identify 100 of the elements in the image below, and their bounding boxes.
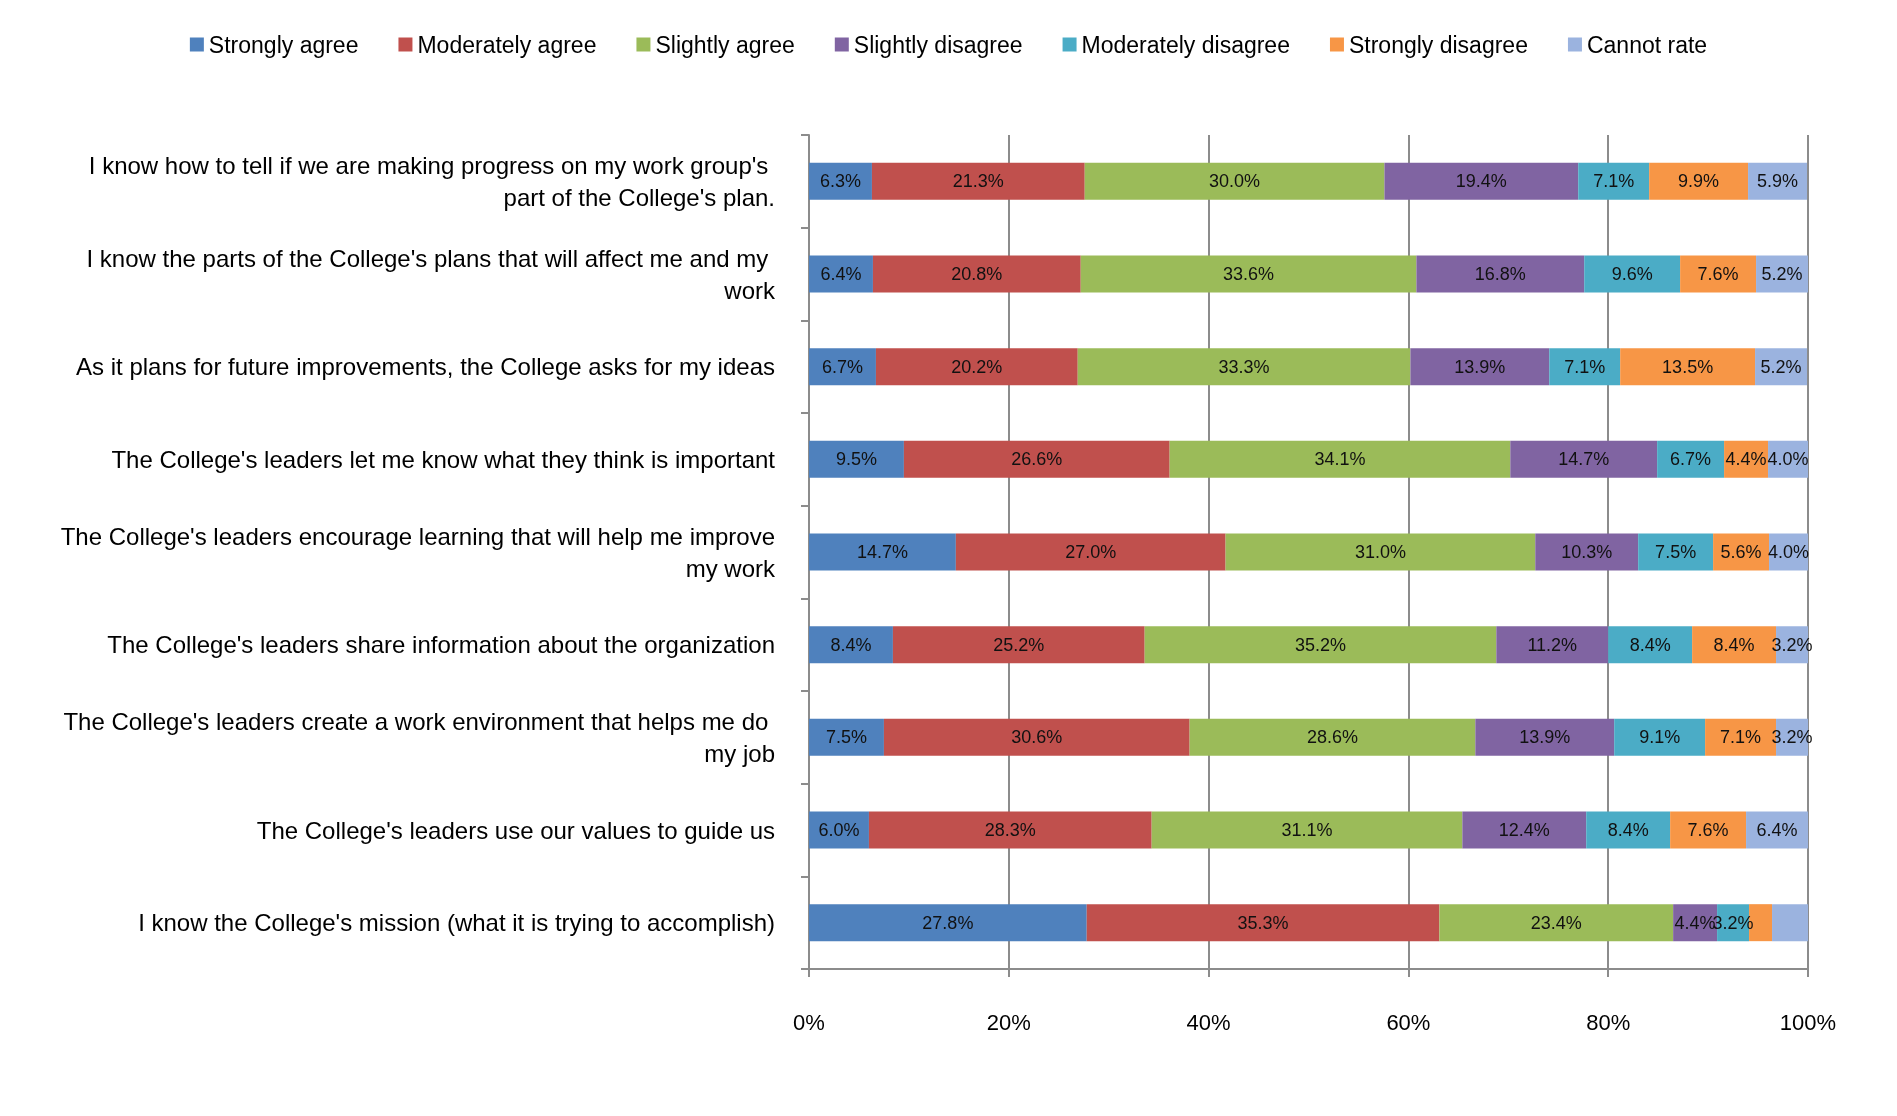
data-label: 26.6% [1011, 449, 1063, 470]
data-label: 7.6% [1697, 264, 1739, 284]
bar [1657, 440, 1725, 478]
data-label: 27.0% [1065, 542, 1117, 562]
data-label: 20.2% [951, 356, 1003, 377]
data-label: 5.2% [1761, 264, 1803, 284]
bar [1578, 162, 1650, 200]
data-label: 8.4% [1713, 634, 1755, 655]
data-label: 8.4% [1607, 820, 1649, 840]
data-label: 19.4% [1455, 171, 1507, 192]
y-tick-label: I know how to tell if we are making progress on my work group's part of the College's plan. [88, 151, 775, 211]
data-label: 16.8% [1474, 264, 1526, 284]
legend-label: Moderately agree [417, 31, 597, 58]
bar [1439, 904, 1674, 942]
x-tick-label: 100% [1779, 1009, 1837, 1035]
y-tick-label: I know the College's mission (what it is trying to accomplish) [138, 909, 775, 937]
legend-label: Strongly agree [208, 31, 359, 58]
bar [809, 626, 893, 664]
y-tick-label: As it plans for future improvements, the College asks for my ideas [76, 353, 775, 381]
bar [1084, 162, 1385, 200]
bar [1608, 626, 1693, 664]
data-label: 23.4% [1530, 912, 1582, 933]
bar [1080, 255, 1417, 293]
legend-label: Cannot rate [1586, 31, 1708, 58]
data-label: 25.2% [993, 634, 1045, 655]
data-label: 7.1% [1720, 727, 1762, 748]
data-label: 21.3% [952, 171, 1004, 192]
bar [1614, 718, 1706, 756]
data-label: 35.2% [1294, 634, 1347, 655]
bar [1680, 255, 1757, 293]
data-label: 34.1% [1314, 449, 1366, 470]
bar [1586, 811, 1671, 849]
legend-label: Slightly agree [655, 31, 795, 58]
data-label: 8.4% [1629, 634, 1671, 655]
bar [903, 440, 1170, 478]
bar [868, 811, 1152, 849]
data-label: 30.0% [1209, 171, 1261, 192]
data-label: 13.5% [1662, 356, 1714, 377]
y-tick-label: The College's leaders encourage learning that will help me improve my work [60, 522, 776, 582]
bar [872, 255, 1081, 293]
bar [1151, 811, 1463, 849]
bar [1649, 162, 1749, 200]
data-label: 7.6% [1687, 820, 1729, 840]
y-tick-label: The College's leaders create a work environment that helps me do my job [63, 707, 775, 767]
x-tick-label: 60% [1386, 1009, 1431, 1035]
bar [875, 348, 1078, 386]
data-label: 5.9% [1757, 171, 1799, 192]
data-label: 31.1% [1281, 820, 1333, 840]
bar [1169, 440, 1511, 478]
legend-label: Strongly disagree [1348, 31, 1528, 58]
data-label: 6.7% [821, 356, 863, 377]
data-label: 31.0% [1354, 542, 1406, 562]
bar [1462, 811, 1587, 849]
bar [1416, 255, 1585, 293]
bar [809, 533, 956, 571]
bar [1670, 811, 1747, 849]
data-label: 6.0% [818, 820, 860, 840]
bar [871, 162, 1085, 200]
x-tick-label: 40% [1186, 1009, 1231, 1035]
y-tick-label: The College's leaders let me know what they think is important [111, 445, 776, 473]
bar [1144, 626, 1497, 664]
bar [1638, 533, 1714, 571]
data-label: 30.6% [1011, 727, 1063, 748]
x-tick-label: 20% [986, 1009, 1031, 1035]
data-label: 7.5% [1655, 542, 1697, 562]
data-label: 9.1% [1639, 727, 1681, 748]
bar [1086, 904, 1440, 942]
x-tick-label: 0% [793, 1009, 825, 1035]
bar [1410, 348, 1550, 386]
data-label: 28.3% [984, 820, 1036, 840]
bar [1384, 162, 1579, 200]
legend-label: Moderately disagree [1081, 31, 1290, 58]
bar [1189, 718, 1476, 756]
data-label: 4.0% [1767, 449, 1809, 470]
data-label: 27.8% [922, 912, 974, 933]
data-label: 11.2% [1527, 634, 1578, 655]
data-label: 9.6% [1611, 264, 1653, 284]
data-label: 33.3% [1218, 356, 1270, 377]
bar [1535, 533, 1639, 571]
y-tick-label: The College's leaders share information about the organization [107, 631, 775, 659]
data-label: 33.6% [1223, 264, 1275, 284]
bar [955, 533, 1226, 571]
data-label: 12.4% [1498, 820, 1550, 840]
bar [892, 626, 1145, 664]
bar [809, 348, 876, 386]
bar [1510, 440, 1658, 478]
data-label: 9.9% [1678, 171, 1720, 192]
data-label: 5.6% [1720, 542, 1762, 562]
data-label: 6.4% [820, 264, 862, 284]
bar [883, 718, 1190, 756]
data-label: 35.3% [1237, 912, 1289, 933]
y-tick-label: The College's leaders use our values to guide us [256, 816, 775, 844]
bar [1077, 348, 1411, 386]
data-label: 4.4% [1725, 449, 1767, 470]
bar [1620, 348, 1756, 386]
bar [809, 440, 904, 478]
bar [1496, 626, 1609, 664]
y-tick-label: I know the parts of the College's plans that will affect me and my work [86, 244, 776, 304]
data-label: 9.5% [835, 449, 877, 470]
data-label: 5.2% [1760, 356, 1802, 377]
